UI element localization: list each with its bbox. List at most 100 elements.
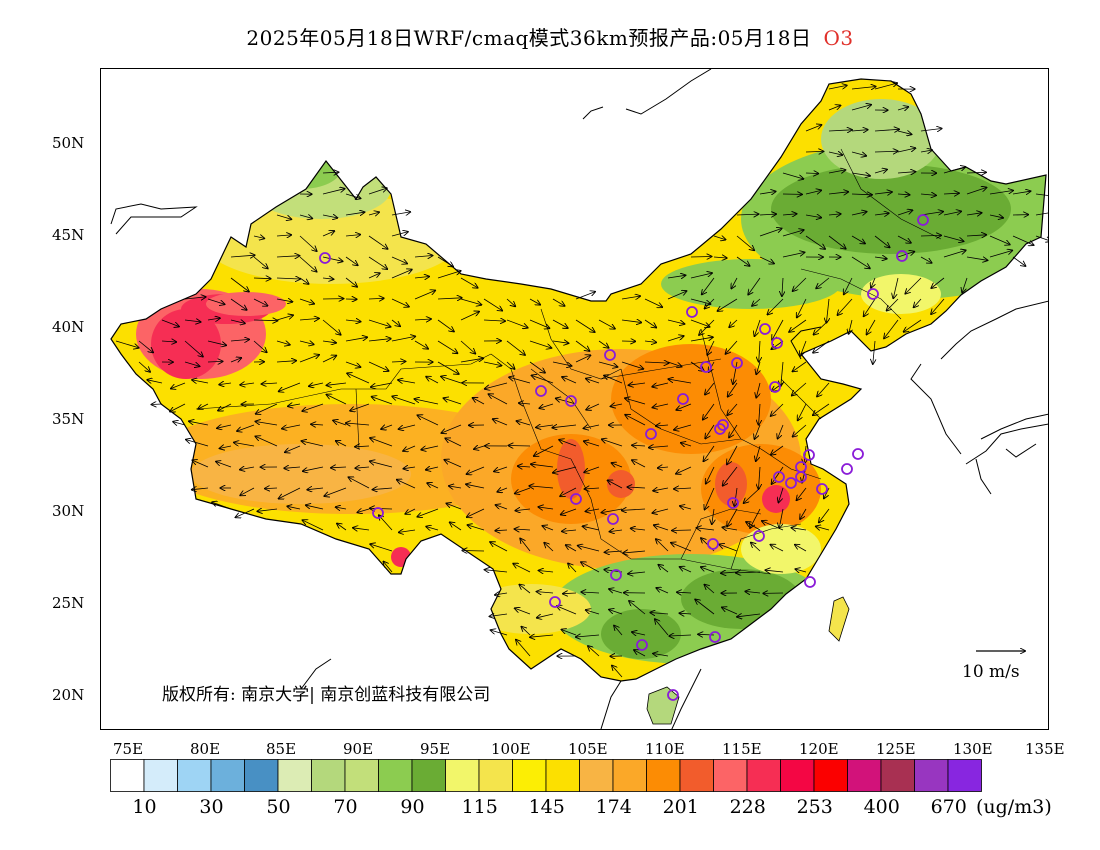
wind-arrow	[1035, 212, 1048, 216]
wind-arrow	[676, 403, 692, 410]
wind-arrow	[727, 445, 738, 464]
wind-arrow	[336, 441, 347, 447]
wind-arrow	[299, 256, 317, 272]
wind-arrow	[212, 502, 232, 510]
wind-arrow	[516, 509, 531, 511]
wind-arrow	[851, 173, 870, 176]
colorbar-cell	[478, 759, 513, 792]
wind-arrow	[989, 215, 1003, 218]
wind-arrow	[147, 380, 163, 383]
colorbar-cell	[713, 759, 748, 792]
wind-arrow	[838, 298, 853, 315]
station-marker	[785, 477, 797, 489]
wind-arrow	[737, 614, 761, 617]
colorbar-cell	[579, 759, 614, 792]
wind-arrow	[368, 235, 388, 249]
colorbar-cell	[244, 759, 279, 792]
wind-arrow	[756, 361, 760, 374]
wind-arrow	[391, 336, 415, 342]
wind-arrow	[230, 277, 249, 292]
wind-arrow	[391, 361, 405, 362]
wind-arrow	[584, 466, 600, 472]
wind-arrow	[287, 506, 301, 509]
station-marker	[804, 576, 816, 588]
colorbar-label: 400	[863, 796, 900, 818]
wind-arrow	[276, 315, 293, 321]
wind-arrow	[276, 361, 296, 362]
colorbar-label: 145	[528, 796, 565, 818]
wind-arrow	[966, 235, 986, 236]
wind-arrow	[703, 403, 715, 420]
wind-arrow	[138, 340, 153, 352]
wind-arrow	[713, 257, 727, 258]
wind-arrow	[610, 530, 623, 532]
wind-arrow	[515, 487, 531, 494]
wind-arrow	[447, 504, 462, 510]
wind-arrow	[288, 404, 301, 406]
wind-arrow	[418, 415, 439, 426]
lon-label-80e: 80E	[190, 740, 221, 758]
wind-arrow	[276, 299, 292, 302]
wind-arrow	[672, 530, 692, 531]
wind-arrow	[729, 424, 738, 437]
wind-arrow	[562, 377, 577, 384]
wind-arrow	[736, 256, 750, 266]
wind-arrow	[198, 403, 209, 409]
wind-arrow	[628, 487, 646, 488]
wind-arrow	[653, 404, 669, 408]
wind-arrow	[302, 403, 324, 411]
wind-arrow	[671, 543, 692, 552]
wind-arrow	[346, 423, 370, 425]
wind-arrow	[800, 508, 807, 519]
station-marker	[700, 361, 712, 373]
wind-arrow	[515, 529, 531, 530]
wind-arrow	[282, 424, 301, 429]
wind-arrow	[828, 152, 842, 155]
wind-arrow	[468, 525, 485, 531]
wind-arrow	[284, 467, 301, 468]
wind-arrow	[759, 192, 776, 195]
wind-arrow	[813, 340, 830, 353]
wind-arrow	[370, 544, 393, 552]
wind-arrow	[426, 527, 439, 530]
wind-arrow	[1012, 256, 1025, 266]
wind-arrow	[578, 546, 600, 552]
station-marker	[731, 357, 743, 369]
station-marker	[816, 483, 828, 495]
wind-arrow	[368, 361, 389, 371]
wind-arrow	[1035, 193, 1048, 196]
wind-arrow	[552, 425, 577, 428]
wind-arrow	[427, 483, 439, 489]
wind-arrow	[391, 319, 400, 326]
wind-arrow	[719, 544, 738, 552]
wind-arrow	[897, 107, 908, 110]
colorbar-cell	[880, 759, 915, 792]
station-marker	[795, 461, 807, 473]
wind-arrow	[276, 214, 291, 219]
wind-arrow	[752, 298, 761, 306]
wind-arrow	[559, 440, 577, 447]
wind-arrow	[184, 361, 199, 366]
wind-arrow	[537, 613, 554, 618]
wind-arrow	[604, 376, 623, 384]
colorbar-cell	[847, 759, 882, 792]
wind-arrow	[731, 277, 738, 288]
lon-label-120e: 120E	[799, 740, 839, 758]
station-marker	[686, 306, 698, 318]
wind-arrow	[652, 382, 669, 387]
wind-arrow	[864, 298, 876, 316]
station-marker	[714, 423, 726, 435]
wind-arrow	[483, 298, 502, 311]
wind-arrow	[506, 298, 515, 306]
wind-arrow	[299, 318, 319, 320]
wind-arrow	[632, 460, 646, 468]
wind-arrow	[322, 356, 336, 363]
wind-arrow	[237, 424, 255, 431]
wind-arrow	[384, 562, 393, 573]
wind-arrow	[322, 189, 345, 195]
wind-arrow	[751, 543, 761, 552]
wind-arrow	[309, 383, 324, 386]
wind-scale-label: 10 m/s	[962, 662, 1020, 682]
wind-arrow	[485, 382, 508, 389]
wind-arrow	[905, 277, 922, 294]
